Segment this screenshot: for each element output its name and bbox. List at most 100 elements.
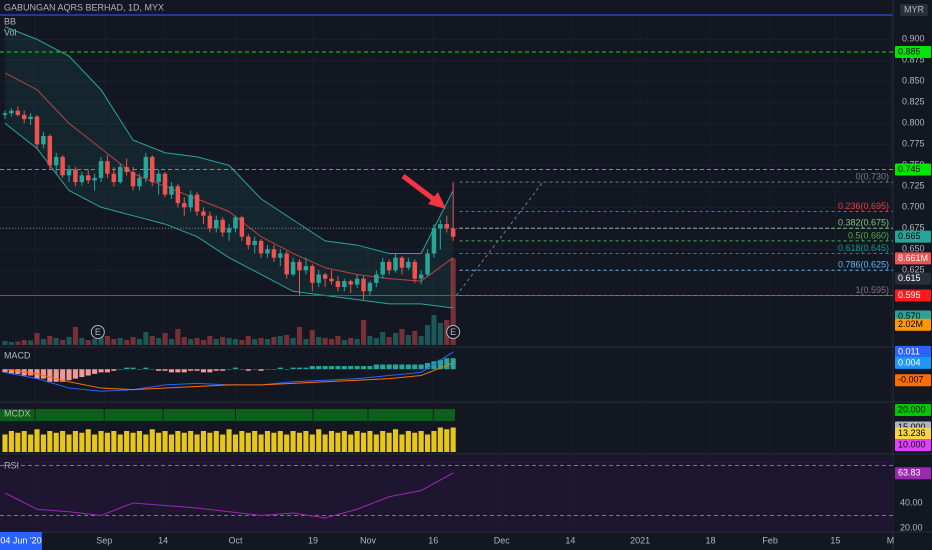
macd-histogram xyxy=(213,369,219,371)
y-tick-label: 0.900 xyxy=(902,34,925,44)
candle-body xyxy=(329,278,334,282)
price-badge xyxy=(895,467,931,480)
price-badge-label: 13.236 xyxy=(898,428,926,438)
macd-histogram xyxy=(72,369,78,379)
candle-body xyxy=(169,186,174,195)
price-badge xyxy=(895,374,931,387)
mcdx-bar xyxy=(444,429,450,452)
candle-body xyxy=(53,156,59,166)
volume-bar xyxy=(40,339,46,345)
x-tick-label: 18 xyxy=(706,535,716,545)
candle-body xyxy=(207,215,213,229)
mcdx-bar xyxy=(316,429,322,452)
indicator-label: Vol xyxy=(4,27,17,37)
mcdx-bar xyxy=(277,431,283,452)
price-badge xyxy=(895,252,931,265)
mcdx-bar xyxy=(156,432,162,452)
mcdx-bar xyxy=(92,434,98,452)
price-badge-label: 0.011 xyxy=(898,346,920,356)
macd-histogram xyxy=(335,366,341,370)
currency-badge xyxy=(900,4,928,16)
volume-bar xyxy=(79,338,85,345)
mcdx-bar xyxy=(450,427,456,452)
macd-histogram xyxy=(40,369,46,379)
price-badge xyxy=(895,318,931,331)
candle-body xyxy=(150,156,155,183)
candle-body xyxy=(284,253,289,275)
earnings-label: E xyxy=(95,327,101,337)
price-badge-label: 15.000 xyxy=(898,422,926,432)
candle-body xyxy=(310,266,315,283)
fib-label: 0.236(0.695) xyxy=(838,201,889,211)
mcdx-bar xyxy=(290,431,296,452)
candle-body xyxy=(252,240,257,246)
candle-body xyxy=(342,281,347,288)
macd-histogram xyxy=(175,369,181,373)
macd-histogram xyxy=(104,369,110,373)
volume-bar xyxy=(290,338,296,345)
candle-body xyxy=(271,249,277,258)
macd-histogram xyxy=(405,364,411,370)
volume-bar xyxy=(264,339,271,345)
volume-bar xyxy=(98,335,104,345)
candle-body xyxy=(303,266,309,271)
rsi-background xyxy=(0,457,893,531)
mcdx-bar xyxy=(194,434,200,452)
volume-bar xyxy=(53,338,59,345)
fib-label: 0.786(0.625) xyxy=(838,260,889,270)
price-badge-label: 63.83 xyxy=(898,468,921,478)
mcdx-bar xyxy=(200,431,207,452)
mcdx-bar xyxy=(431,431,437,452)
macd-histogram xyxy=(431,361,437,370)
mcdx-bar xyxy=(188,431,194,452)
x-tick-label: 16 xyxy=(428,535,438,545)
volume-bar xyxy=(424,325,431,345)
mcdx-bar xyxy=(245,432,251,452)
earnings-marker xyxy=(90,325,105,339)
mcdx-bar xyxy=(149,429,155,452)
candle-body xyxy=(117,166,123,183)
price-badge xyxy=(895,427,931,440)
price-badge-label: 2.02M xyxy=(898,319,923,329)
volume-bar xyxy=(60,340,66,345)
mcdx-bar xyxy=(373,434,379,452)
price-badge xyxy=(895,345,931,358)
rsi-tick-label: 20.00 xyxy=(900,522,923,532)
macd-histogram xyxy=(328,366,335,370)
candle-body xyxy=(265,249,270,254)
candle-body xyxy=(386,261,392,271)
candle-body xyxy=(85,175,91,181)
macd-histogram xyxy=(117,369,123,370)
price-badge xyxy=(895,404,931,417)
volume-bar xyxy=(8,342,14,345)
volume-bar xyxy=(232,339,239,345)
annotation-arrow-head xyxy=(428,192,446,209)
volume-bar xyxy=(149,336,155,345)
macd-histogram xyxy=(53,369,59,382)
candle-body xyxy=(66,169,72,176)
candle-body xyxy=(182,203,187,208)
macd-histogram xyxy=(168,369,175,373)
macd-histogram xyxy=(136,369,143,370)
candle-body xyxy=(425,253,430,275)
volume-bar xyxy=(104,336,110,345)
macd-histogram xyxy=(194,369,200,371)
candle-body xyxy=(399,257,405,268)
macd-histogram xyxy=(444,358,450,370)
macd-signal xyxy=(4,362,454,391)
volume-bar xyxy=(277,336,283,345)
macd-histogram xyxy=(200,369,207,373)
macd-histogram xyxy=(303,367,309,370)
volume-bar xyxy=(72,327,78,345)
fib-label: 0.382(0.675) xyxy=(838,218,889,228)
volume-bar xyxy=(252,339,258,345)
macd-histogram xyxy=(98,369,104,373)
volume-bar xyxy=(2,341,8,345)
mcdx-bar xyxy=(322,434,328,452)
candle-body xyxy=(220,219,225,233)
macd-histogram xyxy=(188,369,194,371)
volume-bar xyxy=(181,337,187,345)
volume-bar xyxy=(130,337,136,345)
price-badge xyxy=(895,289,931,302)
earnings-label: E xyxy=(450,327,456,337)
